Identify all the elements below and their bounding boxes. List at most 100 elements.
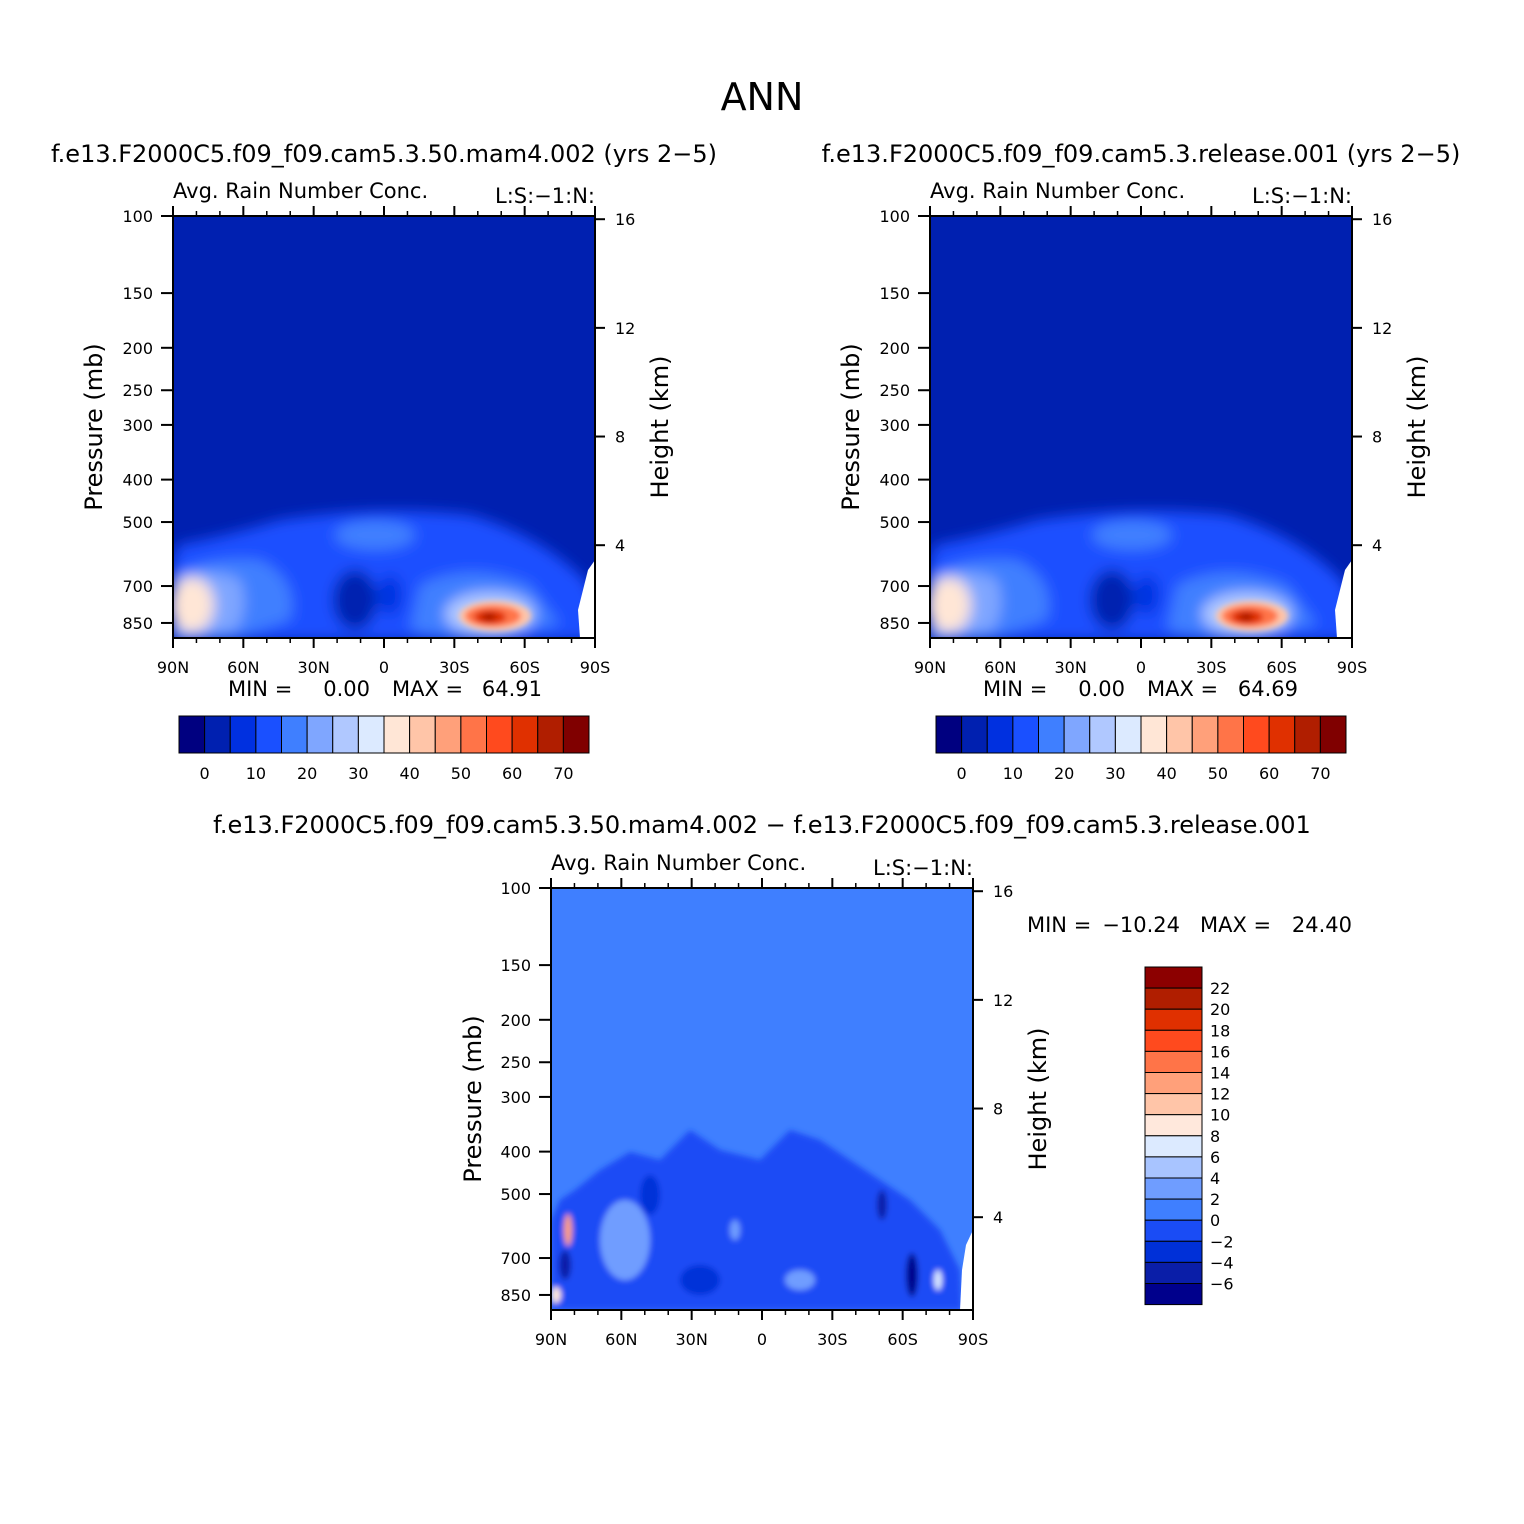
panel-2-min-label: MIN = — [983, 677, 1047, 701]
panel-1-colorbar-box — [306, 715, 334, 754]
panel-1-subtitle-left: Avg. Rain Number Conc. — [173, 179, 428, 203]
panel-1-ytick-label: 100 — [122, 207, 153, 226]
panel-diff-colorbar-box — [1144, 1198, 1203, 1221]
panel-2-field — [930, 216, 1352, 638]
panel-1-ytick-label: 850 — [122, 614, 153, 633]
panel-diff-level-neg4 — [906, 1253, 918, 1297]
panel-2-core-low2 — [1135, 575, 1159, 615]
panel-1-xtick-label: 0 — [379, 658, 389, 677]
panel-2-ytick-label: 500 — [879, 513, 910, 532]
panel-diff-colorbar-box — [1144, 1093, 1203, 1116]
panel-2-ylabel-right: Height (km) — [1403, 356, 1431, 499]
panel-1-ytick-right-label: 16 — [615, 210, 635, 229]
panel-1-title: f.e13.F2000C5.f09_f09.cam5.3.50.mam4.002… — [51, 140, 717, 168]
panel-1-ytick-right-label: 4 — [615, 536, 625, 555]
panel-2-ytick-right-label: 16 — [1372, 210, 1392, 229]
panel-2-colorbar-box — [1166, 715, 1193, 754]
panel-2-colorbar-label: 20 — [1054, 764, 1074, 783]
panel-diff-colorbar-label: 16 — [1210, 1042, 1230, 1061]
panel-1-core-low — [333, 570, 377, 630]
panel-2-max-value: 64.69 — [1238, 677, 1298, 701]
panel-2-colorbar-box — [1114, 715, 1142, 754]
panel-2-ylabel: Pressure (mb) — [837, 343, 865, 510]
panel-diff-xtick-label: 90S — [958, 1330, 989, 1349]
panel-diff-subtitle-right: L:S:−1:N: — [873, 856, 973, 880]
panel-1-colorbar-label: 60 — [502, 764, 522, 783]
panel-2-ytick-right-label: 8 — [1372, 428, 1382, 447]
panel-diff-max-label: MAX = — [1200, 913, 1271, 937]
panel-diff-ytick-label: 300 — [500, 1088, 531, 1107]
panel-1-colorbar-box — [511, 715, 539, 754]
panel-2-ytick-label: 200 — [879, 339, 910, 358]
panel-1-nhwarm — [173, 577, 214, 633]
panel-diff-colorbar-box — [1144, 1219, 1203, 1242]
panel-1-colorbar-box — [357, 715, 385, 754]
panel-2-ytick-right-label: 4 — [1372, 536, 1382, 555]
panel-diff-min-value: −10.24 — [1102, 913, 1180, 937]
panel-diff-level-neg6 — [559, 1250, 571, 1280]
panel-2-ytick-label: 400 — [879, 471, 910, 490]
panel-1-ytick-label: 150 — [122, 284, 153, 303]
panel-2-ytick-label: 700 — [879, 577, 910, 596]
panel-1-ytick-label: 400 — [122, 471, 153, 490]
panel-diff-colorbar-box — [1144, 966, 1203, 989]
panel-1-xtick-label: 30N — [298, 658, 330, 677]
panel-2-colorbar-label: 30 — [1105, 764, 1125, 783]
panel-2-colorbar-box — [961, 715, 988, 754]
panel-diff-frame: 90N 60N 30N 0 30S 60S 90S 100 150 200 250 300 400 500… — [500, 878, 1013, 1349]
panel-diff-ylabel: Pressure (mb) — [459, 1015, 487, 1182]
panel-1-colorbar-label: 50 — [451, 764, 471, 783]
panel-2-max-label: MAX = — [1147, 677, 1218, 701]
panel-diff-colorbar-box — [1144, 1135, 1203, 1158]
panel-1-xtick-label: 30S — [439, 658, 470, 677]
panel-1-colorbar: 0 10 20 30 40 50 60 70 — [178, 715, 590, 783]
panel-2-colorbar-box — [1294, 715, 1321, 754]
panel-diff-nh-warm2 — [551, 1287, 561, 1303]
panel-1-min-label: MIN = — [228, 677, 292, 701]
panel-diff-colorbar-box — [1144, 1177, 1203, 1200]
panel-diff-colorbar-label: 2 — [1210, 1190, 1220, 1209]
panel-diff-missing — [960, 1230, 973, 1310]
panel-diff-ytick-label: 700 — [500, 1249, 531, 1268]
panel-1-frame: 90N 60N 30N 0 30S 60S 90S 100 150 200 250 300 400 500… — [122, 206, 635, 677]
panel-2-ytick-label: 300 — [879, 416, 910, 435]
panel-2-colorbar-box — [1217, 715, 1244, 754]
panel-1-ytick-label: 300 — [122, 416, 153, 435]
panel-2-colorbar-label: 60 — [1259, 764, 1279, 783]
panel-2-title: f.e13.F2000C5.f09_f09.cam5.3.release.001… — [822, 140, 1461, 168]
panel-2-subtitle-right: L:S:−1:N: — [1252, 184, 1352, 208]
panel-1-colorbar-label: 10 — [246, 764, 266, 783]
panel-1-colorbar-box — [537, 715, 564, 754]
panel-2-xtick-label: 0 — [1136, 658, 1146, 677]
panel-1-xtick-label: 60N — [227, 658, 259, 677]
panel-2-colorbar-label: 50 — [1208, 764, 1228, 783]
panel-1-colorbar-box — [229, 715, 257, 754]
panel-2-colorbar-box — [1012, 715, 1039, 754]
panel-1-colorbar-label: 0 — [200, 764, 210, 783]
panel-diff-xtick-label: 0 — [757, 1330, 767, 1349]
panel-diff-ytick-label: 200 — [500, 1011, 531, 1030]
panel-2-xtick-label: 60S — [1266, 658, 1297, 677]
panel-diff-colorbar-label: 14 — [1210, 1064, 1230, 1083]
panel-1-colorbar-box — [178, 715, 206, 754]
panel-1-field — [173, 216, 595, 638]
panel-1-xtick-label: 60S — [509, 658, 540, 677]
panel-diff-level-neg1 — [551, 1130, 962, 1310]
panel-diff: f.e13.F2000C5.f09_f09.cam5.3.50.mam4.002… — [213, 811, 1352, 1349]
panel-1-colorbar-box — [409, 715, 436, 754]
panel-1-colorbar-box — [255, 715, 282, 754]
panel-2-colorbar-label: 0 — [957, 764, 967, 783]
panel-1-min-value: 0.00 — [323, 677, 370, 701]
panel-1-ytick-right-label: 12 — [615, 319, 635, 338]
panel-diff-colorbar-label: 0 — [1210, 1211, 1220, 1230]
panel-2-ytick-label: 850 — [879, 614, 910, 633]
panel-diff-colorbar-label: 10 — [1210, 1106, 1230, 1125]
panel-2-subtitle-left: Avg. Rain Number Conc. — [930, 179, 1185, 203]
panel-2-colorbar-box — [1140, 715, 1168, 754]
panel-diff-colorbar-label: −6 — [1210, 1275, 1234, 1294]
panel-diff-ytick-label: 850 — [500, 1286, 531, 1305]
panel-1-colorbar-label: 70 — [553, 764, 573, 783]
panel-1-subtitle-right: L:S:−1:N: — [495, 184, 595, 208]
panel-diff-ylabel-right: Height (km) — [1024, 1028, 1052, 1171]
panel-2-ytick-label: 150 — [879, 284, 910, 303]
